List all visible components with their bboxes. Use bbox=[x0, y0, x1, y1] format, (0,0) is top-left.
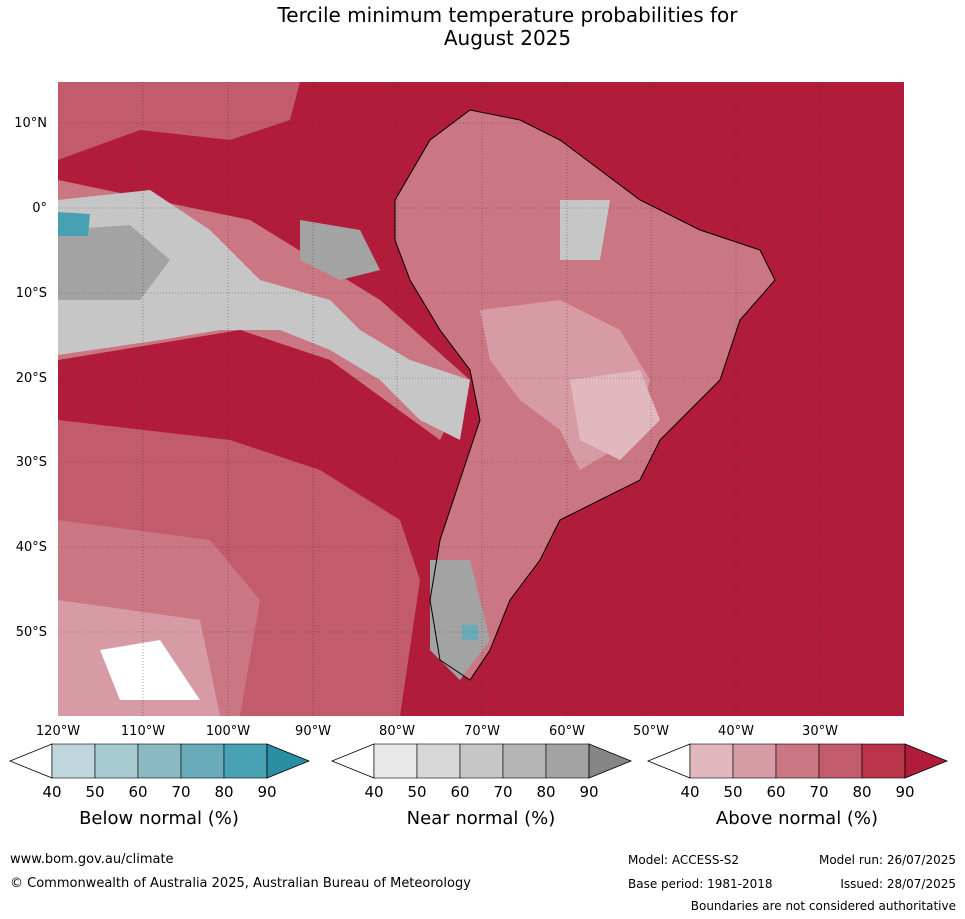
footer-model-run: Model run: 26/07/2025 bbox=[818, 853, 956, 867]
colorbar-swatch bbox=[732, 743, 777, 779]
colorbar-tick-label: 40 bbox=[42, 783, 62, 801]
below-normal-label: Below normal (%) bbox=[79, 808, 239, 829]
lon-label-110w: 110°W bbox=[120, 724, 166, 739]
lon-label-60w: 60°W bbox=[549, 724, 585, 739]
colorbar-right-extend bbox=[588, 743, 633, 779]
colorbar-tick-label: 90 bbox=[257, 783, 277, 801]
lat-label-20s: 20°S bbox=[15, 371, 47, 386]
lon-label-90w: 90°W bbox=[295, 724, 331, 739]
graticule bbox=[58, 82, 904, 716]
colorbar-tick-label: 50 bbox=[407, 783, 427, 801]
colorbar-swatch bbox=[51, 743, 96, 779]
colorbar-tick-label: 70 bbox=[493, 783, 513, 801]
colorbar-swatch bbox=[545, 743, 590, 779]
colorbar-tick-label: 70 bbox=[171, 783, 191, 801]
colorbar-tick-label: 60 bbox=[128, 783, 148, 801]
colorbar-tick-label: 90 bbox=[895, 783, 915, 801]
footer-disclaimer: Boundaries are not considered authoritat… bbox=[690, 899, 956, 913]
footer-issued: Issued: 28/07/2025 bbox=[840, 877, 956, 891]
colorbar-tick-label: 80 bbox=[852, 783, 872, 801]
colorbar-swatch bbox=[180, 743, 225, 779]
title-line-2: August 2025 bbox=[443, 26, 572, 50]
colorbar-swatch bbox=[223, 743, 268, 779]
lon-label-70w: 70°W bbox=[464, 724, 500, 739]
colorbar-tick-label: 60 bbox=[450, 783, 470, 801]
lat-label-40s: 40°S bbox=[15, 540, 47, 555]
lat-label-10s: 10°S bbox=[15, 286, 47, 301]
colorbar-tick-label: 50 bbox=[85, 783, 105, 801]
colorbar-swatch bbox=[373, 743, 418, 779]
colorbar-tick-label: 80 bbox=[214, 783, 234, 801]
patagonia-near-normal bbox=[430, 560, 490, 680]
lon-label-50w: 50°W bbox=[633, 724, 669, 739]
lon-label-30w: 30°W bbox=[802, 724, 838, 739]
colorbar-swatch bbox=[502, 743, 547, 779]
colorbar-swatch bbox=[94, 743, 139, 779]
colorbar-swatch bbox=[416, 743, 461, 779]
lat-label-30s: 30°S bbox=[15, 455, 47, 470]
near-normal-label: Near normal (%) bbox=[406, 808, 556, 829]
colorbar-tick-label: 40 bbox=[364, 783, 384, 801]
below-normal-patch-west bbox=[58, 212, 90, 236]
lat-label-50s: 50°S bbox=[15, 625, 47, 640]
lat-label-0: 0° bbox=[32, 201, 47, 216]
colorbar-right-extend bbox=[266, 743, 311, 779]
title-line-1: Tercile minimum temperature probabilitie… bbox=[277, 3, 738, 27]
colorbar-left-extend bbox=[8, 743, 53, 779]
lon-label-100w: 100°W bbox=[205, 724, 251, 739]
white-patch-1 bbox=[100, 640, 200, 700]
footer-url: www.bom.gov.au/climate bbox=[10, 852, 174, 867]
colorbar-tick-label: 40 bbox=[680, 783, 700, 801]
pacific-north-band bbox=[58, 82, 300, 160]
pacific-near-normal-dark bbox=[58, 225, 170, 300]
colorbar-swatch bbox=[459, 743, 504, 779]
coastline bbox=[394, 109, 776, 681]
footer-base-period: Base period: 1981-2018 bbox=[628, 877, 773, 891]
lat-label-10n: 10°N bbox=[14, 116, 47, 131]
map-area bbox=[58, 82, 904, 716]
colorbar-tick-label: 90 bbox=[579, 783, 599, 801]
chart-title: Tercile minimum temperature probabilitie… bbox=[0, 4, 965, 50]
colorbar-tick-label: 80 bbox=[536, 783, 556, 801]
patagonia-below-normal bbox=[462, 625, 478, 640]
lon-label-40w: 40°W bbox=[718, 724, 754, 739]
colorbar-tick-label: 70 bbox=[809, 783, 829, 801]
pacific-near-normal-dark-2 bbox=[300, 220, 380, 280]
colorbar-tick-label: 50 bbox=[723, 783, 743, 801]
colorbar-tick-label: 60 bbox=[766, 783, 786, 801]
colorbar-swatch bbox=[861, 743, 906, 779]
amazon-near-normal bbox=[560, 200, 610, 260]
footer-copyright: © Commonwealth of Australia 2025, Austra… bbox=[10, 876, 471, 891]
colorbar-swatch bbox=[137, 743, 182, 779]
colorbar-swatch bbox=[689, 743, 734, 779]
footer-model: Model: ACCESS-S2 bbox=[628, 853, 740, 867]
colorbar-swatch bbox=[775, 743, 820, 779]
colorbar-swatch bbox=[818, 743, 863, 779]
colorbar-left-extend bbox=[646, 743, 691, 779]
colorbar-left-extend bbox=[330, 743, 375, 779]
colorbar-right-extend bbox=[904, 743, 949, 779]
colorbars bbox=[8, 743, 949, 779]
lon-label-80w: 80°W bbox=[379, 724, 415, 739]
above-normal-label: Above normal (%) bbox=[715, 808, 879, 829]
lon-label-120w: 120°W bbox=[35, 724, 81, 739]
parana-light bbox=[570, 370, 660, 460]
